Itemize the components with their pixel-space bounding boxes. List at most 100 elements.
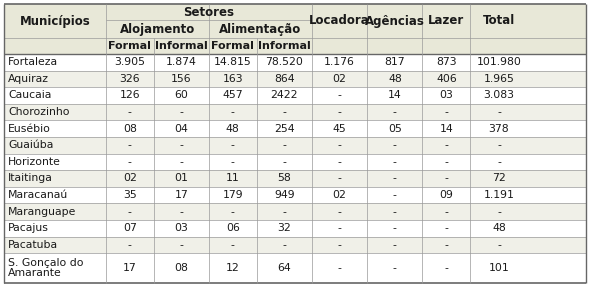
Text: Pacajus: Pacajus	[8, 223, 49, 233]
Text: 72: 72	[492, 173, 506, 183]
Text: 126: 126	[119, 90, 140, 100]
Text: 254: 254	[274, 124, 294, 134]
Text: -: -	[179, 207, 183, 217]
Text: -: -	[179, 240, 183, 250]
Text: -: -	[128, 207, 132, 217]
Text: 3.083: 3.083	[483, 90, 514, 100]
Text: 02: 02	[333, 74, 346, 84]
Bar	[4, 170, 586, 187]
Text: -: -	[282, 207, 286, 217]
Text: Alimentação: Alimentação	[219, 22, 301, 36]
Text: 48: 48	[226, 124, 240, 134]
Text: 02: 02	[333, 190, 346, 200]
Text: 457: 457	[222, 90, 243, 100]
Text: Alojamento: Alojamento	[120, 22, 195, 36]
Text: Maracanaú: Maracanaú	[8, 190, 68, 200]
Text: -: -	[444, 140, 448, 150]
Bar	[4, 154, 586, 170]
Bar	[4, 203, 586, 220]
Text: 3.905: 3.905	[114, 57, 145, 67]
Text: 04: 04	[174, 124, 188, 134]
Text: -: -	[128, 240, 132, 250]
Text: -: -	[444, 107, 448, 117]
Text: -: -	[393, 263, 396, 273]
Text: 58: 58	[277, 173, 291, 183]
Text: 03: 03	[440, 90, 453, 100]
Text: -: -	[337, 173, 342, 183]
Bar	[4, 187, 586, 203]
Text: -: -	[444, 207, 448, 217]
Text: -: -	[231, 240, 235, 250]
Text: Lazer: Lazer	[428, 15, 464, 28]
Text: 08: 08	[123, 124, 137, 134]
Bar	[4, 120, 586, 137]
Text: 07: 07	[123, 223, 137, 233]
Text: Informal: Informal	[258, 41, 310, 51]
Text: 17: 17	[174, 190, 188, 200]
Text: -: -	[337, 263, 342, 273]
Text: -: -	[393, 207, 396, 217]
Text: 179: 179	[222, 190, 243, 200]
Text: 817: 817	[385, 57, 405, 67]
Text: 45: 45	[333, 124, 346, 134]
Text: -: -	[337, 223, 342, 233]
Text: -: -	[444, 240, 448, 250]
Text: Amarante: Amarante	[8, 268, 62, 278]
Text: Formal: Formal	[211, 41, 254, 51]
Text: 17: 17	[123, 263, 137, 273]
Text: 14: 14	[388, 90, 402, 100]
Text: 163: 163	[222, 74, 243, 84]
Text: -: -	[231, 207, 235, 217]
Text: -: -	[282, 107, 286, 117]
Text: Horizonte: Horizonte	[8, 157, 61, 167]
Bar	[4, 220, 586, 236]
Bar	[4, 71, 586, 87]
Text: -: -	[337, 90, 342, 100]
Text: -: -	[337, 240, 342, 250]
Bar	[4, 137, 586, 154]
Text: 156: 156	[171, 74, 192, 84]
Bar	[4, 4, 586, 54]
Text: -: -	[444, 157, 448, 167]
Text: Aquiraz: Aquiraz	[8, 74, 49, 84]
Text: 11: 11	[226, 173, 240, 183]
Text: -: -	[337, 107, 342, 117]
Text: 03: 03	[174, 223, 188, 233]
Text: Pacatuba: Pacatuba	[8, 240, 58, 250]
Text: Eusébio: Eusébio	[8, 124, 51, 134]
Text: Total: Total	[483, 15, 515, 28]
Text: -: -	[497, 140, 501, 150]
Text: 12: 12	[226, 263, 240, 273]
Text: 02: 02	[123, 173, 137, 183]
Text: -: -	[497, 107, 501, 117]
Text: -: -	[497, 157, 501, 167]
Text: 101.980: 101.980	[477, 57, 522, 67]
Text: -: -	[444, 263, 448, 273]
Text: -: -	[128, 140, 132, 150]
Text: 32: 32	[277, 223, 291, 233]
Text: -: -	[393, 240, 396, 250]
Text: -: -	[337, 140, 342, 150]
Text: -: -	[393, 157, 396, 167]
Text: -: -	[231, 107, 235, 117]
Text: 949: 949	[274, 190, 294, 200]
Text: -: -	[337, 157, 342, 167]
Text: Itaitinga: Itaitinga	[8, 173, 53, 183]
Text: -: -	[128, 157, 132, 167]
Text: 406: 406	[436, 74, 457, 84]
Bar	[4, 87, 586, 104]
Text: 09: 09	[440, 190, 453, 200]
Text: Maranguape: Maranguape	[8, 207, 76, 217]
Text: 05: 05	[388, 124, 402, 134]
Text: 873: 873	[436, 57, 457, 67]
Text: 326: 326	[119, 74, 140, 84]
Text: 60: 60	[174, 90, 188, 100]
Text: 06: 06	[226, 223, 240, 233]
Text: -: -	[337, 207, 342, 217]
Text: -: -	[282, 140, 286, 150]
Text: 2422: 2422	[270, 90, 298, 100]
Text: -: -	[497, 240, 501, 250]
Text: -: -	[444, 223, 448, 233]
Text: -: -	[393, 107, 396, 117]
Text: -: -	[497, 207, 501, 217]
